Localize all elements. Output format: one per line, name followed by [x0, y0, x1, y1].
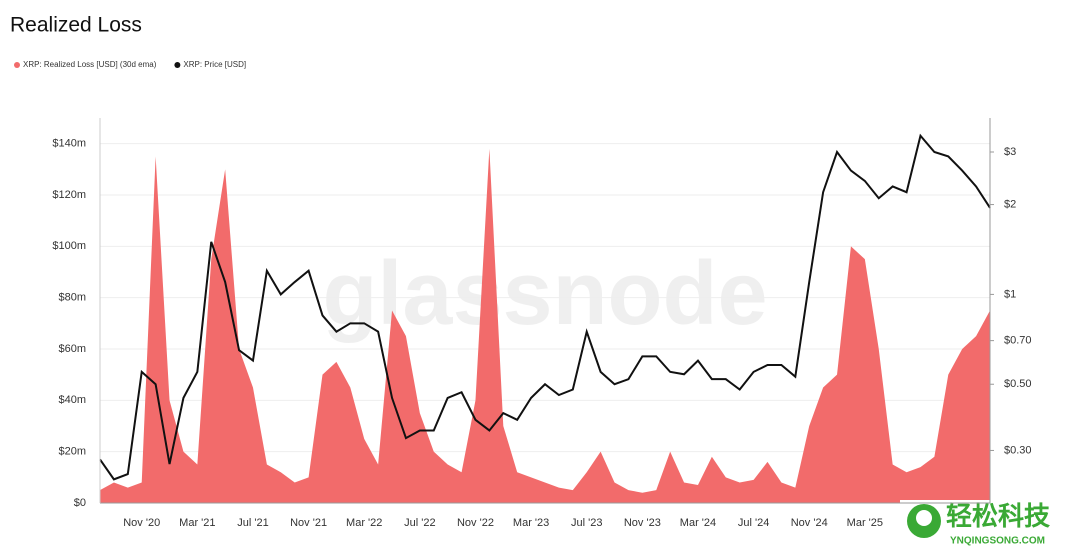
- x-tick-label: Nov '20: [123, 517, 160, 529]
- y-tick-label: $20m: [58, 446, 86, 458]
- x-tick-label: Mar '25: [847, 517, 883, 529]
- x-tick-label: Nov '23: [624, 517, 661, 529]
- y-tick-label: $120m: [52, 189, 86, 201]
- y2-tick-label: $0.70: [1004, 335, 1032, 347]
- x-tick-label: Mar '24: [680, 517, 716, 529]
- badge-icon-eye: [916, 510, 932, 526]
- y2-tick-label: $3: [1004, 146, 1016, 158]
- watermark: glassnode: [322, 244, 767, 344]
- x-tick-label: Jul '22: [404, 517, 435, 529]
- y-tick-label: $60m: [58, 343, 86, 355]
- y2-tick-label: $0.50: [1004, 378, 1032, 390]
- legend-label: XRP: Price [USD]: [183, 60, 246, 69]
- x-tick-label: Mar '22: [346, 517, 382, 529]
- badge-title: 轻松科技: [946, 501, 1050, 531]
- legend: XRP: Realized Loss [USD] (30d ema) XRP: P…: [14, 60, 246, 69]
- plot-area: [99, 133, 991, 504]
- y2-tick-label: $2: [1004, 198, 1016, 210]
- legend-swatch: [14, 62, 20, 68]
- badge-subtitle: YNQINGSONG.COM: [950, 536, 1045, 547]
- x-tick-label: Jul '24: [738, 517, 769, 529]
- x-tick-label: Nov '21: [290, 517, 327, 529]
- x-tick-label: Jul '21: [237, 517, 268, 529]
- x-tick-label: Nov '22: [457, 517, 494, 529]
- x-tick-label: Jul '23: [571, 517, 602, 529]
- y2-tick-label: $1: [1004, 288, 1016, 300]
- legend-swatch: [174, 62, 181, 68]
- chart-title: Realized Loss: [10, 14, 142, 37]
- y2-tick-label: $0.30: [1004, 444, 1032, 456]
- price-line: [99, 133, 991, 481]
- y-tick-label: $80m: [58, 292, 86, 304]
- x-tick-label: Mar '23: [513, 517, 549, 529]
- y-tick-label: $140m: [52, 138, 86, 150]
- y-tick-label: $0: [74, 497, 86, 509]
- y-tick-label: $40m: [58, 394, 86, 406]
- x-tick-label: Mar '21: [179, 517, 215, 529]
- legend-label: XRP: Realized Loss [USD] (30d ema): [23, 60, 157, 69]
- loss-area: [100, 148, 990, 504]
- y-tick-label: $100m: [52, 240, 86, 252]
- x-tick-label: Nov '24: [791, 517, 828, 529]
